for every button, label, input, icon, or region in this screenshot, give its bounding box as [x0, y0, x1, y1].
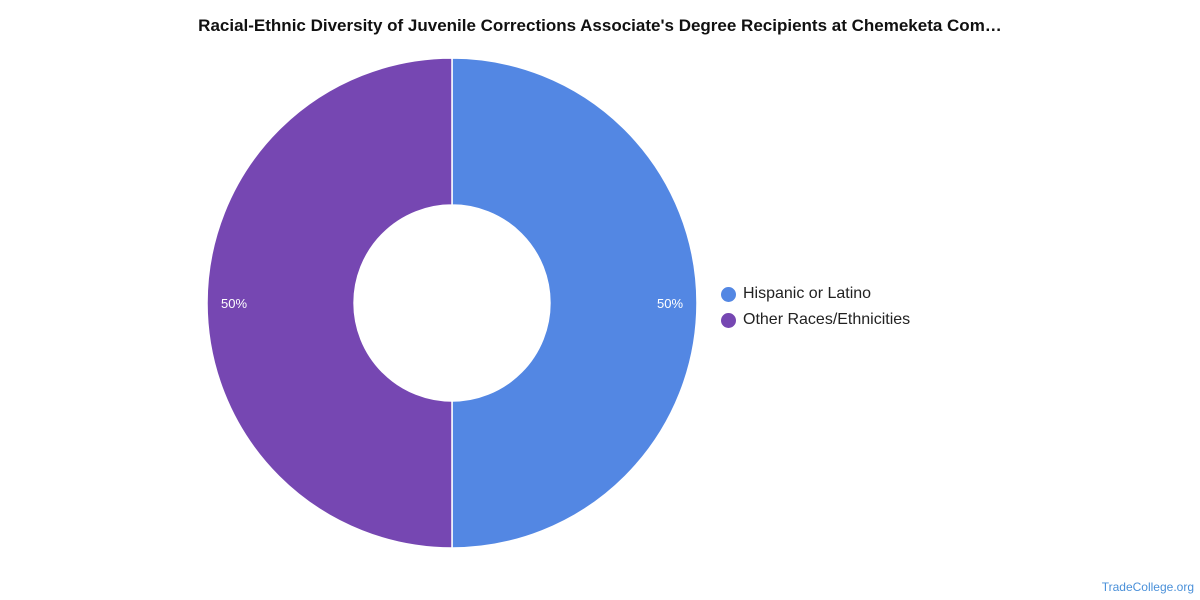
- donut-slice-hispanic-or-latino[interactable]: [451, 57, 698, 549]
- slice-label-hispanic-or-latino: 50%: [657, 296, 683, 311]
- chart-legend: Hispanic or Latino Other Races/Ethniciti…: [721, 281, 910, 333]
- chart-title: Racial-Ethnic Diversity of Juvenile Corr…: [198, 16, 1002, 35]
- donut-slice-other-races-ethnicities[interactable]: [206, 57, 453, 549]
- legend-item-other-races-ethnicities[interactable]: Other Races/Ethnicities: [721, 307, 910, 333]
- slice-label-other-races-ethnicities: 50%: [221, 296, 247, 311]
- legend-swatch-other-races-ethnicities: [721, 312, 736, 328]
- legend-label-other-races-ethnicities: Other Races/Ethnicities: [743, 311, 911, 328]
- legend-swatch-hispanic-or-latino: [721, 286, 736, 302]
- legend-item-hispanic-or-latino[interactable]: Hispanic or Latino: [721, 281, 910, 307]
- site-credit[interactable]: TradeCollege.org: [1101, 580, 1194, 594]
- legend-label-hispanic-or-latino: Hispanic or Latino: [743, 285, 872, 302]
